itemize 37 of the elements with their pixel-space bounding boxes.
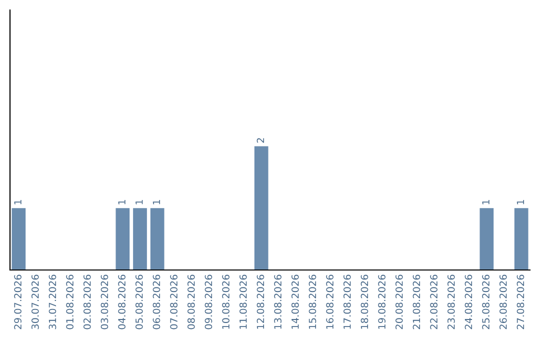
x-tick-label: 02.08.2026 (83, 274, 91, 330)
x-tick-label: 20.08.2026 (395, 274, 403, 330)
x-tick-label: 15.08.2026 (308, 274, 316, 329)
x-tick-label: 30.07.2026 (31, 274, 39, 330)
data-label: 1 (152, 200, 160, 204)
x-tick-label: 05.08.2026 (135, 274, 143, 330)
data-label: 1 (516, 200, 524, 204)
x-tick-label: 10.08.2026 (222, 274, 230, 329)
data-label: 2 (256, 138, 264, 143)
x-tick-label: 26.08.2026 (499, 274, 507, 330)
x-tick-label: 13.08.2026 (274, 274, 282, 329)
x-tick-label: 27.08.2026 (516, 274, 524, 330)
x-tick-label: 08.08.2026 (187, 274, 195, 330)
x-tick-label: 23.08.2026 (447, 274, 455, 330)
data-label: 1 (118, 200, 126, 204)
x-tick-label: 17.08.2026 (343, 274, 351, 329)
x-tick-label: 25.08.2026 (482, 274, 490, 330)
x-tick-label: 16.08.2026 (326, 274, 334, 329)
x-tick-label: 24.08.2026 (464, 274, 472, 330)
x-tick-label: 07.08.2026 (170, 274, 178, 330)
x-tick-label: 11.08.2026 (239, 274, 247, 329)
x-tick-label: 03.08.2026 (100, 274, 108, 330)
x-tick-label: 14.08.2026 (291, 274, 299, 329)
data-label: 1 (482, 200, 490, 204)
x-tick-label: 04.08.2026 (118, 274, 126, 330)
x-tick-label: 31.07.2026 (48, 274, 56, 330)
x-tick-label: 22.08.2026 (430, 274, 438, 330)
x-tick-label: 06.08.2026 (152, 274, 160, 330)
x-tick-label: 01.08.2026 (66, 274, 74, 330)
x-tick-label: 18.08.2026 (360, 274, 368, 329)
x-tick-label: 12.08.2026 (256, 274, 264, 329)
data-label: 1 (136, 200, 143, 204)
x-tick-label: 29.07.2026 (14, 274, 22, 330)
x-tick-label: 19.08.2026 (378, 274, 386, 329)
x-tick-label: 09.08.2026 (204, 274, 212, 330)
data-label: 1 (14, 200, 22, 204)
x-tick-label: 21.08.2026 (412, 274, 420, 330)
